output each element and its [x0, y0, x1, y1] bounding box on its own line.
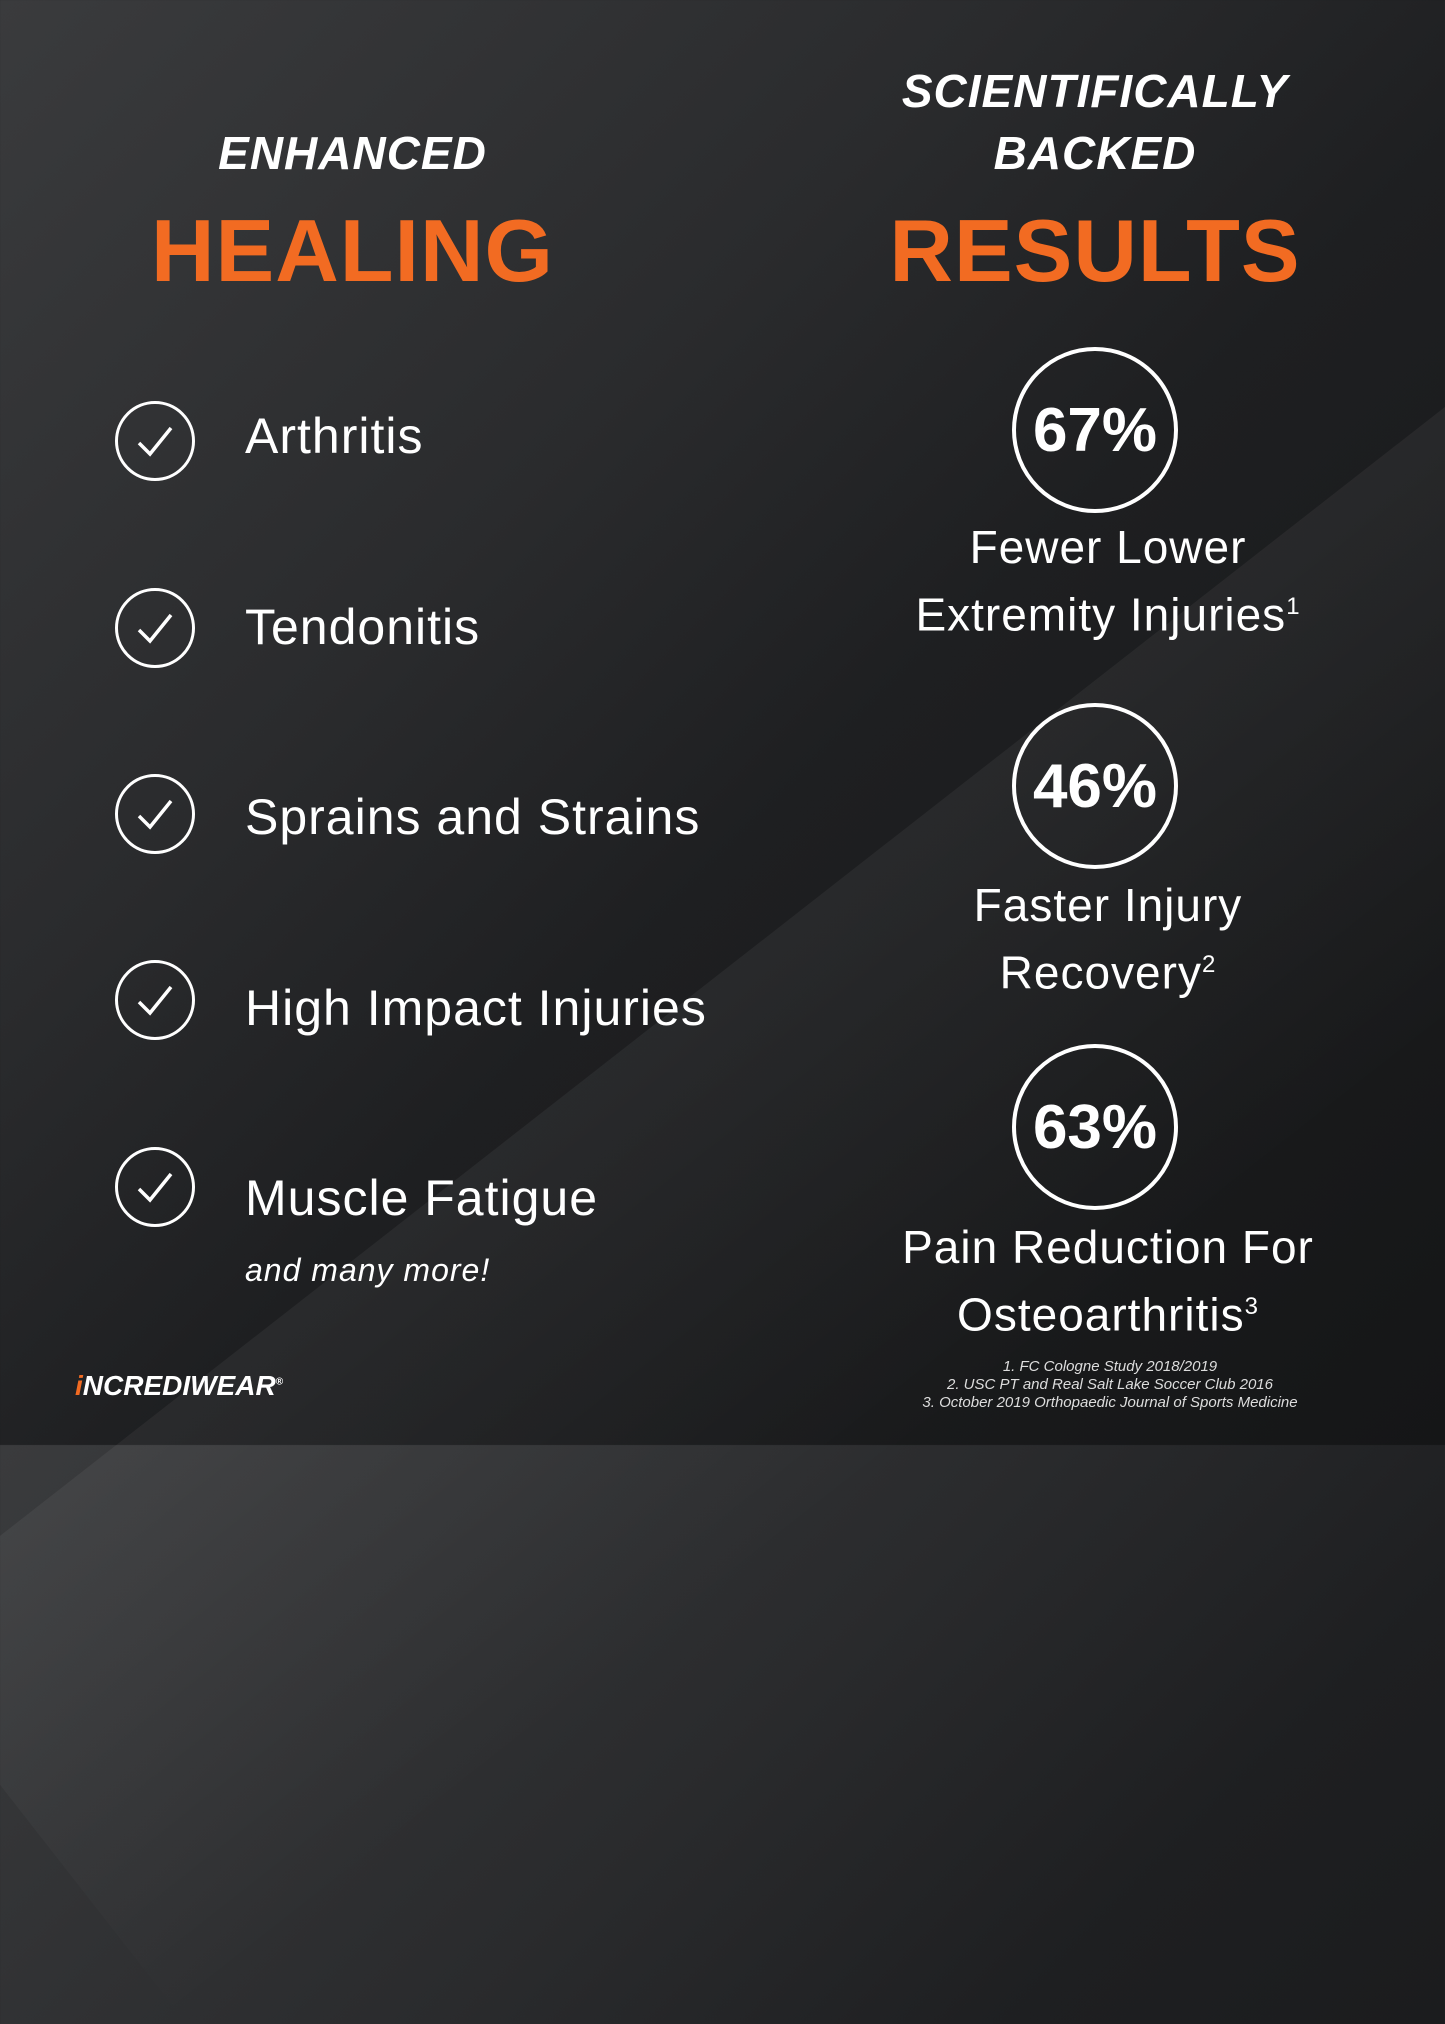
left-heading-big: HEALING	[151, 201, 554, 300]
footnote: 3. October 2019 Orthopaedic Journal of S…	[922, 1394, 1298, 1411]
stat-caption-line: Extremity Injuries1	[830, 577, 1386, 644]
check-circle-icon	[115, 774, 195, 854]
footnote: 2. USC PT and Real Salt Lake Soccer Club…	[946, 1376, 1273, 1393]
footnote-ref: 1	[1286, 593, 1301, 620]
check-circle-icon	[115, 588, 195, 668]
stat-caption-line: Recovery2	[830, 935, 1386, 1002]
stat-caption-line: Pain Reduction For	[902, 1221, 1314, 1273]
stat-caption-line: Fewer Lower	[969, 521, 1247, 573]
stat-caption-line: Osteoarthritis3	[830, 1277, 1386, 1344]
stat-caption-text: Recovery	[999, 946, 1202, 999]
stat-caption-text: Extremity Injuries	[915, 588, 1287, 641]
stat-circle: 46%	[1012, 703, 1178, 869]
list-item: Muscle Fatigue	[245, 1170, 599, 1226]
footnote: 1. FC Cologne Study 2018/2019	[1002, 1358, 1218, 1375]
list-item: Arthritis	[245, 408, 424, 464]
check-circle-icon	[115, 401, 195, 481]
list-item: Tendonitis	[245, 599, 481, 655]
footnote-ref: 2	[1201, 951, 1217, 978]
list-item: High Impact Injuries	[245, 980, 707, 1036]
more-text: and many more!	[245, 1252, 491, 1288]
stat-caption-line: Faster Injury	[973, 879, 1243, 931]
stat-caption-text: Osteoarthritis	[957, 1288, 1245, 1341]
registered-mark: ®	[275, 1376, 284, 1388]
logo-i: i	[75, 1370, 83, 1401]
footnote-ref: 3	[1244, 1293, 1259, 1320]
right-heading-big: RESULTS	[889, 201, 1301, 300]
stat-circle: 63%	[1012, 1044, 1178, 1210]
footnotes: 1. FC Cologne Study 2018/2019 2. USC PT …	[860, 1358, 1360, 1412]
left-heading-small: ENHANCED	[218, 127, 487, 179]
logo-text: NCREDIWEAR	[82, 1370, 276, 1401]
stat-caption: Fewer Lower Extremity Injuries1	[830, 517, 1386, 644]
check-circle-icon	[115, 960, 195, 1040]
check-circle-icon	[115, 1147, 195, 1227]
brand-logo: iNCREDIWEAR®	[75, 1370, 283, 1402]
right-heading-small-2: BACKED	[993, 127, 1197, 179]
right-heading-small-1: SCIENTIFICALLY	[901, 65, 1289, 117]
stat-caption: Faster Injury Recovery2	[830, 875, 1386, 1002]
stat-circle: 67%	[1012, 347, 1178, 513]
list-item: Sprains and Strains	[245, 789, 701, 845]
stat-caption: Pain Reduction For Osteoarthritis3	[830, 1217, 1386, 1344]
